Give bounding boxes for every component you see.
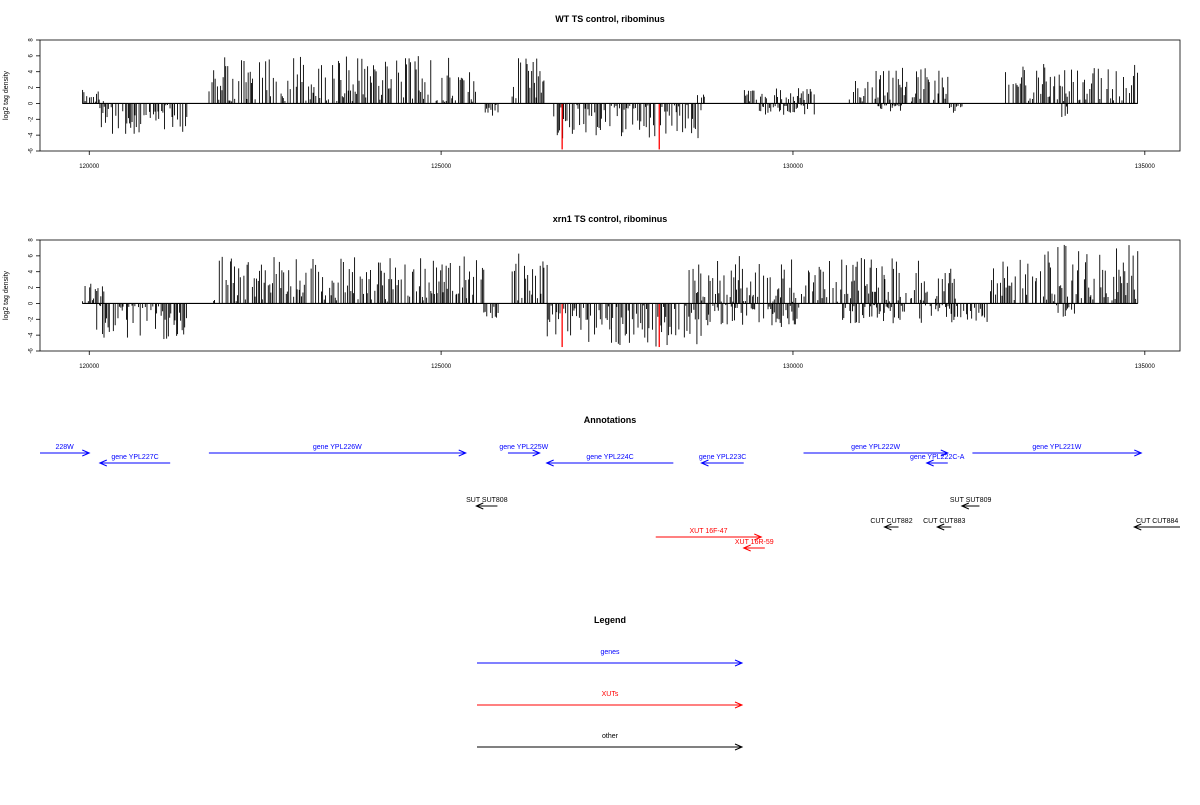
feature-label: XUT 16R-59 bbox=[735, 539, 774, 546]
y-tick-label: 0 bbox=[29, 101, 35, 105]
feature-arrowhead bbox=[82, 449, 91, 457]
annotations-title: Annotations bbox=[584, 415, 637, 425]
feature-label: SUT SUT809 bbox=[950, 497, 992, 504]
feature-arrowhead bbox=[1134, 449, 1143, 457]
feature-arrowhead bbox=[925, 459, 934, 467]
feature-gene-ypl226w: gene YPL226W bbox=[208, 444, 468, 457]
feature-cut-cut882: CUT CUT882 bbox=[870, 518, 913, 531]
y-tick-label: 6 bbox=[29, 54, 35, 58]
chart-title: WT TS control, ribominus bbox=[555, 14, 665, 24]
legend-item-xuts: XUTs bbox=[477, 691, 744, 709]
feature-sut-sut808: SUT SUT808 bbox=[466, 497, 508, 510]
feature-label: XUT 16F-47 bbox=[690, 528, 728, 535]
legend-label: XUTs bbox=[602, 691, 619, 698]
x-tick-label: 135000 bbox=[1135, 164, 1156, 170]
legend-item-other: other bbox=[477, 733, 744, 751]
feature-label: gene YPL222C-A bbox=[910, 454, 965, 461]
chart-title: xrn1 TS control, ribominus bbox=[553, 214, 668, 224]
feature-arrowhead bbox=[98, 459, 108, 467]
feature-gene-ypl221w: gene YPL221W bbox=[972, 444, 1143, 457]
y-tick-label: -4 bbox=[29, 132, 35, 138]
feature-228w: 228W bbox=[40, 444, 91, 457]
feature-arrowhead bbox=[754, 533, 763, 541]
plot-frame bbox=[39, 239, 1181, 352]
feature-gene-ypl224c: gene YPL224C bbox=[545, 454, 674, 467]
feature-gene-ypl227c: gene YPL227C bbox=[98, 454, 171, 467]
x-tick-label: 130000 bbox=[783, 164, 804, 170]
x-tick-label: 135000 bbox=[1135, 364, 1156, 370]
feature-gene-ypl222c-a: gene YPL222C-A bbox=[910, 454, 965, 467]
feature-label: gene YPL223C bbox=[699, 454, 746, 461]
y-tick-label: -2 bbox=[29, 316, 35, 322]
feature-label: 228W bbox=[55, 444, 74, 451]
feature-label: gene YPL222W bbox=[851, 444, 900, 451]
feature-cut-cut883: CUT CUT883 bbox=[923, 518, 965, 531]
y-tick-label: 4 bbox=[29, 69, 35, 73]
y-tick-label: 8 bbox=[29, 238, 35, 242]
signal-bars bbox=[82, 56, 1138, 139]
feature-arrowhead bbox=[935, 523, 945, 531]
y-tick-label: -6 bbox=[29, 148, 35, 154]
legend-arrowhead bbox=[734, 743, 744, 751]
feature-xut-16r-59: XUT 16R-59 bbox=[735, 539, 774, 552]
y-axis-label: log2 tag density bbox=[3, 70, 10, 120]
y-tick-label: 2 bbox=[29, 285, 35, 289]
legend-item-genes: genes bbox=[477, 649, 744, 667]
y-tick-label: -4 bbox=[29, 332, 35, 338]
feature-arrowhead bbox=[475, 502, 484, 510]
y-tick-label: 0 bbox=[29, 301, 35, 305]
legend-title: Legend bbox=[594, 615, 626, 625]
feature-label: gene YPL226W bbox=[313, 444, 362, 451]
x-tick-label: 120000 bbox=[79, 364, 100, 370]
feature-arrowhead bbox=[700, 459, 709, 467]
feature-arrowhead bbox=[883, 523, 892, 531]
signal-bars bbox=[81, 244, 1139, 347]
legend-arrowhead bbox=[734, 659, 744, 667]
y-tick-label: -2 bbox=[29, 116, 35, 122]
y-axis-label: log2 tag density bbox=[3, 270, 10, 320]
plot-frame bbox=[39, 39, 1181, 152]
x-tick-label: 130000 bbox=[783, 364, 804, 370]
feature-gene-ypl222w: gene YPL222W bbox=[803, 444, 950, 457]
feature-arrowhead bbox=[545, 459, 554, 467]
feature-label: gene YPL221W bbox=[1032, 444, 1081, 451]
feature-cut-cut884: CUT CUT884 bbox=[1132, 518, 1180, 531]
feature-label: SUT SUT808 bbox=[466, 497, 508, 504]
x-tick-label: 125000 bbox=[431, 164, 452, 170]
legend-label: genes bbox=[600, 649, 620, 656]
feature-label: CUT CUT884 bbox=[1136, 518, 1178, 525]
y-tick-label: 2 bbox=[29, 85, 35, 89]
y-tick-label: 8 bbox=[29, 38, 35, 42]
x-tick-label: 120000 bbox=[79, 164, 100, 170]
feature-label: CUT CUT882 bbox=[870, 518, 912, 525]
y-tick-label: 4 bbox=[29, 269, 35, 273]
feature-arrowhead bbox=[532, 449, 541, 457]
feature-arrowhead bbox=[458, 449, 468, 457]
legend-arrowhead bbox=[734, 701, 744, 709]
feature-sut-sut809: SUT SUT809 bbox=[950, 497, 992, 510]
feature-label: gene YPL224C bbox=[586, 454, 633, 461]
feature-gene-ypl223c: gene YPL223C bbox=[699, 454, 746, 467]
feature-arrowhead bbox=[1132, 523, 1142, 531]
y-tick-label: -6 bbox=[29, 348, 35, 354]
feature-label: gene YPL227C bbox=[111, 454, 158, 461]
feature-gene-ypl225w: gene YPL225W bbox=[499, 444, 549, 457]
y-tick-label: 6 bbox=[29, 254, 35, 258]
feature-xut-16f-47: XUT 16F-47 bbox=[655, 528, 763, 541]
feature-arrowhead bbox=[960, 502, 970, 510]
feature-label: CUT CUT883 bbox=[923, 518, 965, 525]
feature-label: gene YPL225W bbox=[499, 444, 548, 451]
feature-arrowhead bbox=[940, 449, 950, 457]
x-tick-label: 125000 bbox=[431, 364, 452, 370]
feature-arrowhead bbox=[742, 544, 751, 552]
legend-label: other bbox=[602, 733, 619, 740]
